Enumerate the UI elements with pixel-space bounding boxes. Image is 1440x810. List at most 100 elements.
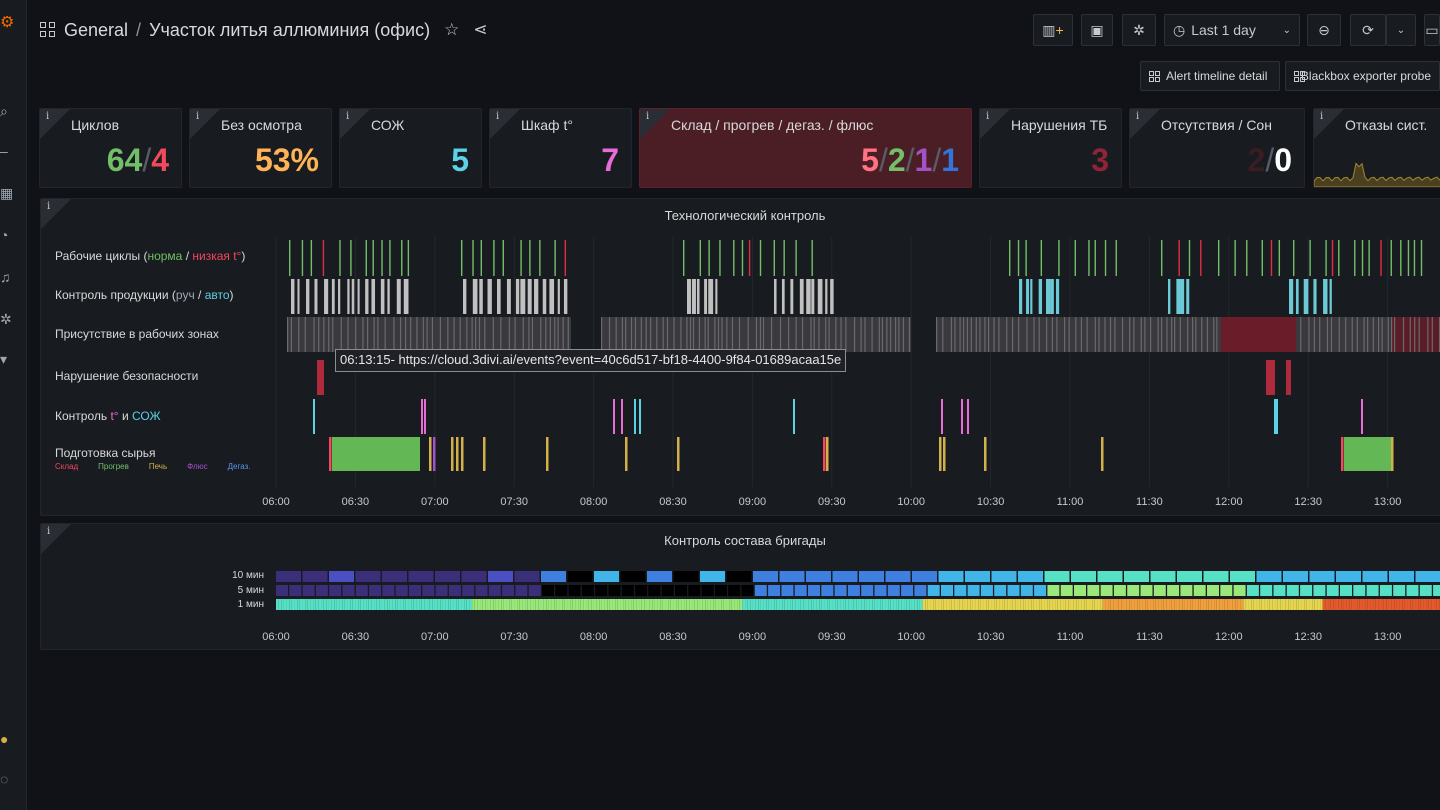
zoom-out-button[interactable]: ⊖ (1307, 14, 1341, 46)
heatmap-cell (739, 599, 743, 610)
heatmap-cell (307, 599, 311, 610)
heatmap-cell (800, 599, 804, 610)
time-picker-button[interactable]: ◷ Last 1 day ⌄ (1164, 14, 1300, 46)
dashboard-settings-button[interactable]: ✲ (1122, 14, 1156, 46)
alerting-icon[interactable]: ♫ (0, 270, 11, 284)
heatmap-cell (1328, 599, 1331, 610)
presence-mark (942, 317, 944, 352)
event-tooltip[interactable]: 06:13:15- https://cloud.3divi.ai/events?… (335, 349, 847, 372)
heatmap-cell (821, 585, 834, 596)
explore-icon[interactable]: ◔ (0, 228, 9, 242)
save-dashboard-button[interactable]: ▣ (1081, 14, 1113, 46)
heatmap-cell (604, 599, 608, 610)
heatmap-cell (424, 599, 427, 610)
info-icon[interactable]: i (1320, 111, 1324, 122)
info-icon[interactable]: i (986, 111, 990, 122)
control-mark (396, 279, 401, 314)
heatmap-cell (782, 599, 785, 610)
heatmap-cell (490, 599, 494, 610)
presence-mark (1192, 317, 1194, 352)
star-icon[interactable]: ☆ (444, 20, 460, 39)
heatmap-cell (1246, 585, 1259, 596)
heatmap-cell (1033, 599, 1037, 610)
temp-mark (424, 399, 426, 434)
heatmap-cell (469, 599, 473, 610)
cycle-mark (389, 240, 391, 276)
control-mark (506, 279, 511, 314)
avatar[interactable]: ● (0, 732, 9, 746)
heatmap-cell (369, 585, 382, 596)
heatmap-cell (827, 599, 830, 610)
presence-mark (1038, 317, 1040, 352)
prep-mark (546, 437, 549, 471)
heatmap-cell (527, 599, 531, 610)
shield-icon[interactable]: ▾ (0, 352, 8, 366)
link-alert-timeline[interactable]: Alert timeline detail (1140, 61, 1280, 91)
presence-mark (287, 317, 289, 352)
info-icon[interactable]: i (47, 201, 51, 212)
presence-mark (1166, 317, 1168, 352)
heatmap-cell (294, 599, 298, 610)
temp-mark (1276, 399, 1278, 434)
row-label-0: Рабочие циклы (норма / низкая t°) (55, 249, 245, 263)
presence-mark (645, 317, 647, 352)
info-icon[interactable]: i (47, 526, 51, 537)
search-icon[interactable]: ⌕ (0, 104, 8, 118)
folder-link[interactable]: General (64, 19, 129, 40)
grafana-logo-icon[interactable]: ⚙ (0, 16, 14, 30)
info-icon[interactable]: i (496, 111, 500, 122)
help-icon[interactable]: ◌ (0, 772, 9, 786)
heatmap-cell (318, 599, 321, 610)
row-label-part: / (182, 249, 193, 263)
refresh-interval-button[interactable]: ⌄ (1386, 14, 1416, 46)
heatmap-cell (742, 599, 745, 610)
heatmap-cell (1280, 599, 1283, 610)
presence-mark (1121, 317, 1124, 352)
side-menu: ⚙ ⌕ – ▦ ◔ ♫ ✲ ▾ ● ◌ (0, 0, 27, 810)
control-mark (781, 279, 785, 314)
refresh-button[interactable]: ⟳ (1350, 14, 1386, 46)
info-icon[interactable]: i (1136, 111, 1140, 122)
cycle-mark (1246, 240, 1248, 276)
heatmap-cell (601, 599, 605, 610)
plus-icon[interactable]: – (0, 144, 8, 158)
heatmap-cell (689, 599, 692, 610)
value-separator: / (878, 142, 888, 178)
heatmap-cell (331, 599, 335, 610)
heatmap-cell (662, 599, 666, 610)
info-icon[interactable]: i (646, 111, 650, 122)
control-mark (691, 279, 696, 314)
page-title[interactable]: Участок литья аллюминия (офис) (149, 19, 431, 40)
tv-mode-button[interactable]: ▭ (1424, 14, 1440, 46)
info-icon[interactable]: i (46, 111, 50, 122)
link-blackbox-exporter[interactable]: Blackbox exporter probe (1285, 61, 1440, 91)
heatmap-cell (768, 585, 781, 596)
heatmap-cell (1428, 599, 1432, 610)
presence-mark (549, 317, 551, 352)
heatmap-cell (1285, 599, 1289, 610)
presence-mark (1319, 317, 1321, 352)
presence-mark (492, 317, 494, 352)
control-mark (1019, 279, 1023, 314)
heatmap-cell (329, 599, 332, 610)
brigade-heatmap[interactable] (41, 524, 1440, 650)
cycle-mark (529, 240, 531, 276)
temp-mark (634, 399, 636, 434)
row-label-part: норма (147, 249, 183, 263)
info-icon[interactable]: i (196, 111, 200, 122)
configuration-icon[interactable]: ✲ (0, 312, 12, 326)
presence-mark (1351, 317, 1353, 352)
info-icon[interactable]: i (346, 111, 350, 122)
heatmap-cell (994, 599, 997, 610)
heatmap-cell (413, 599, 417, 610)
dashboards-icon[interactable]: ▦ (0, 186, 14, 200)
presence-mark (1094, 317, 1096, 352)
share-icon[interactable]: ⋖ (473, 20, 488, 39)
heatmap-cell (474, 599, 478, 610)
time-tick: 09:30 (818, 496, 846, 508)
heatmap-cell (408, 571, 434, 582)
heatmap-cell (1211, 599, 1215, 610)
add-panel-button[interactable]: ▥+ (1033, 14, 1073, 46)
heatmap-cell (440, 599, 443, 610)
heatmap-cell (1195, 599, 1199, 610)
